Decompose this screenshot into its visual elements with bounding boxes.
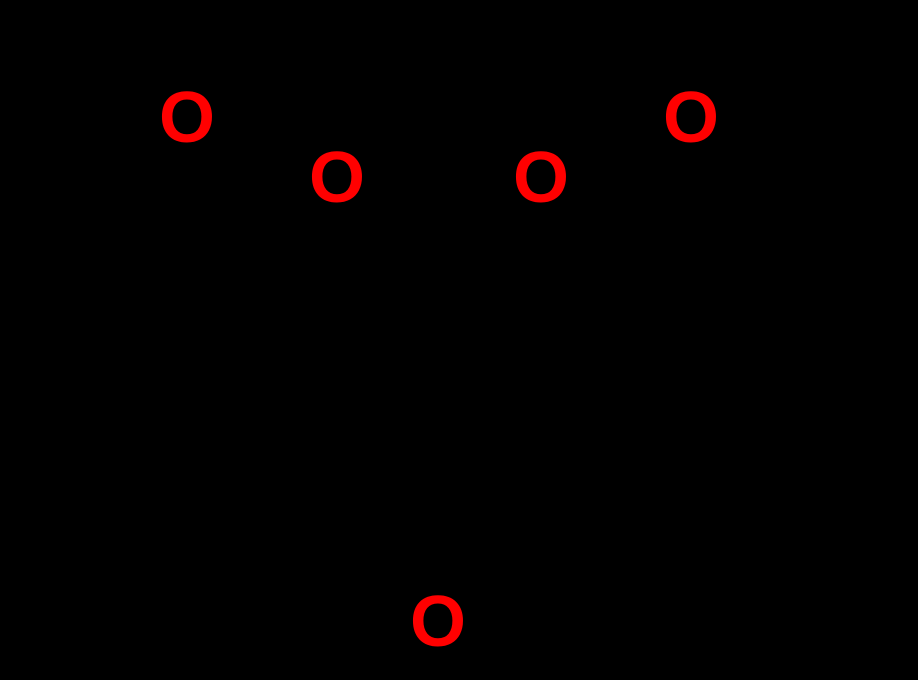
- molecule-diagram: O O O O O: [0, 0, 918, 680]
- atom-label-o: O: [410, 582, 466, 662]
- atom-label-o: O: [663, 78, 719, 158]
- atom-label-o: O: [159, 78, 215, 158]
- atom-label-o: O: [309, 138, 365, 218]
- atom-label-o: O: [513, 138, 569, 218]
